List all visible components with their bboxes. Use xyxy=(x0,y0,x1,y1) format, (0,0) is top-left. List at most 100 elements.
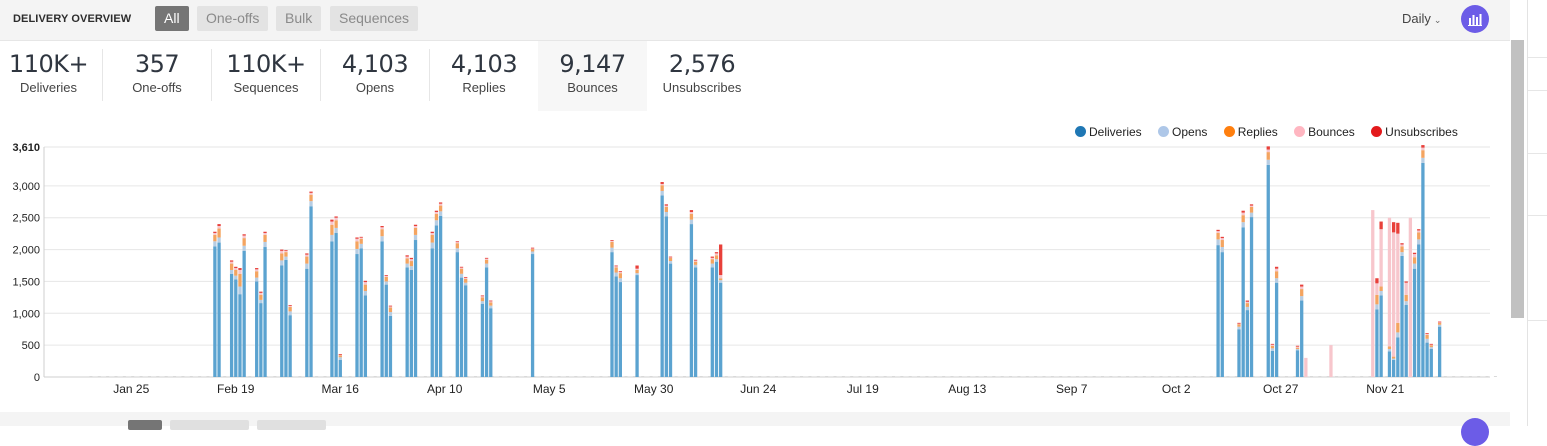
bar-segment-opens[interactable] xyxy=(284,256,288,260)
bar-segment-unsubscribes[interactable] xyxy=(1220,236,1224,239)
bar-segment-unsubscribes[interactable] xyxy=(1270,343,1275,345)
bar-segment-opens[interactable] xyxy=(380,236,384,242)
bar-segment-bounces[interactable] xyxy=(489,301,493,303)
bar-segment-deliveries[interactable] xyxy=(455,252,459,377)
bar-segment-opens[interactable] xyxy=(480,301,485,304)
bar-segment-unsubscribes[interactable] xyxy=(1421,145,1425,148)
bar-segment-bounces[interactable] xyxy=(610,240,614,242)
bar-segment-bounces[interactable] xyxy=(1396,233,1400,323)
bar-segment-bounces[interactable] xyxy=(1375,283,1379,295)
bar-segment-replies[interactable] xyxy=(284,252,288,257)
bar-segment-replies[interactable] xyxy=(1396,322,1400,333)
bar-segment-replies[interactable] xyxy=(668,257,673,262)
bar-segment-replies[interactable] xyxy=(234,269,238,276)
bar-segment-replies[interactable] xyxy=(1425,334,1429,339)
bar-segment-replies[interactable] xyxy=(693,261,698,265)
bar-segment-unsubscribes[interactable] xyxy=(1412,252,1417,255)
bar-segment-opens[interactable] xyxy=(459,273,464,278)
next-panel-filter-button[interactable] xyxy=(128,420,162,430)
bar-segment-bounces[interactable] xyxy=(217,226,221,229)
bar-segment-deliveries[interactable] xyxy=(459,277,464,377)
bar-segment-opens[interactable] xyxy=(618,278,622,283)
bar-segment-unsubscribes[interactable] xyxy=(1417,229,1421,231)
bar-segment-bounces[interactable] xyxy=(1421,147,1425,151)
bar-segment-replies[interactable] xyxy=(1270,345,1275,349)
bar-segment-replies[interactable] xyxy=(459,268,464,274)
bar-segment-deliveries[interactable] xyxy=(464,285,468,377)
bar-segment-replies[interactable] xyxy=(689,213,694,220)
bar-segment-bounces[interactable] xyxy=(1400,244,1404,247)
bar-segment-deliveries[interactable] xyxy=(1270,350,1275,377)
bar-segment-deliveries[interactable] xyxy=(664,216,668,377)
bar-segment-bounces[interactable] xyxy=(1429,344,1433,346)
bar-segment-replies[interactable] xyxy=(1274,271,1279,279)
bar-segment-replies[interactable] xyxy=(359,238,363,244)
stat-deliveries[interactable]: 110K+ Deliveries xyxy=(0,41,97,111)
bar-segment-bounces[interactable] xyxy=(1379,229,1383,287)
bar-segment-opens[interactable] xyxy=(1421,157,1425,163)
bar-segment-deliveries[interactable] xyxy=(284,259,288,377)
bar-segment-deliveries[interactable] xyxy=(363,295,368,377)
bar-segment-bounces[interactable] xyxy=(438,203,443,206)
bar-segment-opens[interactable] xyxy=(1216,239,1220,246)
bar-segment-unsubscribes[interactable] xyxy=(1237,322,1241,324)
bar-segment-deliveries[interactable] xyxy=(1437,326,1442,377)
bar-segment-unsubscribes[interactable] xyxy=(284,250,288,252)
bar-segment-deliveries[interactable] xyxy=(309,206,313,377)
bar-segment-unsubscribes[interactable] xyxy=(263,231,267,234)
bar-segment-replies[interactable] xyxy=(618,273,622,279)
bar-segment-bounces[interactable] xyxy=(710,257,714,260)
bar-segment-deliveries[interactable] xyxy=(635,275,639,377)
bar-segment-opens[interactable] xyxy=(355,248,359,255)
bar-segment-unsubscribes[interactable] xyxy=(288,305,292,306)
bar-segment-replies[interactable] xyxy=(259,294,263,300)
bar-segment-deliveries[interactable] xyxy=(430,248,434,377)
bar-segment-replies[interactable] xyxy=(719,278,723,281)
bar-segment-opens[interactable] xyxy=(242,245,246,251)
bar-segment-opens[interactable] xyxy=(234,275,238,280)
bar-segment-replies[interactable] xyxy=(242,238,246,246)
bar-segment-opens[interactable] xyxy=(710,263,714,268)
bar-segment-deliveries[interactable] xyxy=(484,267,489,377)
bar-segment-opens[interactable] xyxy=(660,190,664,196)
bar-segment-bounces[interactable] xyxy=(238,269,242,274)
bar-segment-bounces[interactable] xyxy=(660,183,664,186)
bar-segment-unsubscribes[interactable] xyxy=(434,210,439,212)
bar-segment-bounces[interactable] xyxy=(1266,149,1270,153)
bar-segment-replies[interactable] xyxy=(288,306,292,312)
bar-segment-deliveries[interactable] xyxy=(1300,300,1304,377)
bar-segment-replies[interactable] xyxy=(213,234,217,242)
next-panel-filter-button[interactable] xyxy=(170,420,249,430)
bar-segment-unsubscribes[interactable] xyxy=(610,240,614,241)
bar-segment-replies[interactable] xyxy=(1220,240,1224,248)
bar-segment-replies[interactable] xyxy=(714,255,719,260)
bar-segment-deliveries[interactable] xyxy=(1237,329,1241,377)
bar-segment-deliveries[interactable] xyxy=(614,276,618,377)
bar-segment-opens[interactable] xyxy=(388,312,393,316)
bar-segment-replies[interactable] xyxy=(384,276,388,282)
bar-segment-bounces[interactable] xyxy=(1270,344,1275,346)
bar-segment-bounces[interactable] xyxy=(1249,205,1254,207)
bar-segment-unsubscribes[interactable] xyxy=(1300,284,1304,287)
bar-segment-deliveries[interactable] xyxy=(1379,295,1383,377)
bar-segment-replies[interactable] xyxy=(413,227,418,235)
bar-segment-bounces[interactable] xyxy=(405,256,409,259)
bar-segment-unsubscribes[interactable] xyxy=(1379,221,1383,230)
bar-segment-unsubscribes[interactable] xyxy=(614,265,618,267)
bar-segment-opens[interactable] xyxy=(1396,332,1400,338)
bar-segment-bounces[interactable] xyxy=(484,258,489,260)
bar-segment-bounces[interactable] xyxy=(1329,345,1333,377)
bar-segment-replies[interactable] xyxy=(263,234,267,242)
bar-segment-unsubscribes[interactable] xyxy=(719,244,723,276)
bar-segment-replies[interactable] xyxy=(1245,303,1249,307)
stat-sequences[interactable]: 110K+ Sequences xyxy=(212,41,320,111)
bar-segment-bounces[interactable] xyxy=(1274,268,1279,272)
bar-segment-opens[interactable] xyxy=(1241,222,1245,228)
bar-segment-unsubscribes[interactable] xyxy=(213,231,217,234)
bar-segment-opens[interactable] xyxy=(217,237,221,243)
bar-segment-replies[interactable] xyxy=(255,271,259,278)
bar-segment-deliveries[interactable] xyxy=(693,267,698,377)
bar-segment-replies[interactable] xyxy=(1379,286,1383,291)
bar-segment-unsubscribes[interactable] xyxy=(334,216,338,218)
bar-segment-replies[interactable] xyxy=(1387,346,1392,349)
